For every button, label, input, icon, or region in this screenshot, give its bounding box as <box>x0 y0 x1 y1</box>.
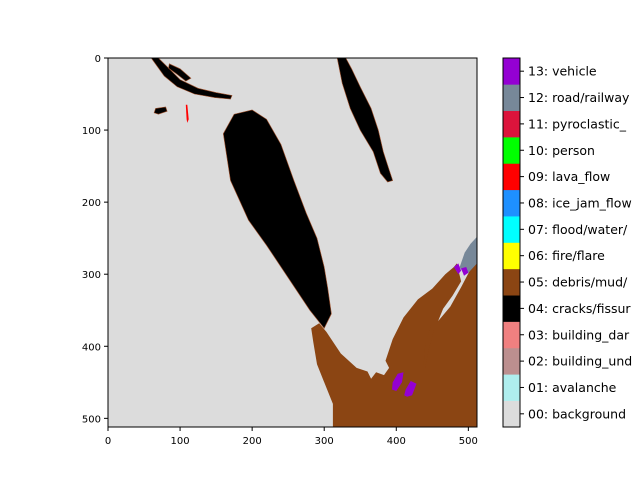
x-tick-label: 100 <box>171 436 190 447</box>
colorbar-swatch <box>503 163 520 191</box>
colorbar-label: 06: fire/flare <box>528 248 605 263</box>
colorbar-swatch <box>503 374 520 401</box>
x-tick-label: 200 <box>243 436 262 447</box>
colorbar-label: 00: background <box>528 406 626 421</box>
colorbar-swatch <box>503 58 520 85</box>
region-cracks-fissur-4 <box>153 106 168 115</box>
region-vehicle-9 <box>392 372 404 391</box>
segmentation-regions <box>150 58 477 427</box>
plot-area <box>107 57 478 428</box>
y-tick-label: 300 <box>82 270 101 281</box>
colorbar-swatch <box>503 189 520 217</box>
colorbar-swatch <box>503 84 520 112</box>
region-cracks-fissur-3 <box>168 63 192 82</box>
colorbar-swatch <box>503 137 520 164</box>
colorbar-label: 01: avalanche <box>528 380 617 395</box>
plot-frame <box>107 57 478 428</box>
y-tick-label: 100 <box>82 126 101 137</box>
colorbar-label: 08: ice_jam_flow <box>528 195 632 210</box>
colorbar-label: 02: building_und <box>528 354 632 369</box>
region-cracks-fissur-0 <box>222 109 332 329</box>
colorbar-label: 07: flood/water/ <box>528 222 628 237</box>
colorbar-label: 03: building_dar <box>528 327 630 342</box>
colorbar-label: 12: road/railway <box>528 90 630 105</box>
region-road-railway-8 <box>459 236 477 273</box>
region-lava-flow-5 <box>185 104 189 123</box>
x-tick-label: 500 <box>459 436 478 447</box>
region-vehicle-10 <box>404 380 417 397</box>
colorbar-label: 09: lava_flow <box>528 169 610 184</box>
y-tick-label: 400 <box>82 342 101 353</box>
colorbar-label: 04: cracks/fissur <box>528 301 631 316</box>
y-tick-label: 500 <box>82 414 101 425</box>
x-tick-label: 300 <box>315 436 334 447</box>
colorbar-label: 10: person <box>528 143 595 158</box>
colorbar-legend: 00: background 01: avalanche 02: building_… <box>502 57 632 428</box>
colorbar-swatch <box>503 295 520 322</box>
y-axis: 0 100 200 300 400 500 <box>82 54 108 425</box>
colorbar-swatch <box>503 242 520 270</box>
x-tick-label: 400 <box>387 436 406 447</box>
y-tick-label: 0 <box>95 54 101 65</box>
colorbar-swatch <box>503 216 520 243</box>
colorbar-swatch <box>503 400 520 428</box>
colorbar-frame <box>502 57 521 428</box>
y-tick-label: 200 <box>82 198 101 209</box>
x-tick-label: 0 <box>105 436 111 447</box>
region-vehicle-11 <box>453 263 462 275</box>
region-debris-mud--6 <box>311 256 477 427</box>
colorbar-swatch <box>503 110 520 138</box>
colorbar-swatch <box>503 347 520 375</box>
region-debris-mud--7 <box>423 324 434 368</box>
x-axis: 0 100 200 300 400 500 <box>105 427 478 447</box>
colorbar-swatch <box>503 321 520 349</box>
colorbar-label: 13: vehicle <box>528 64 597 79</box>
colorbar-label: 05: debris/mud/ <box>528 275 628 290</box>
colorbar-label: 11: pyroclastic_ <box>528 116 627 131</box>
colorbar-swatch <box>503 268 520 296</box>
region-vehicle-12 <box>461 267 469 276</box>
region-cracks-fissur-1 <box>336 58 394 183</box>
